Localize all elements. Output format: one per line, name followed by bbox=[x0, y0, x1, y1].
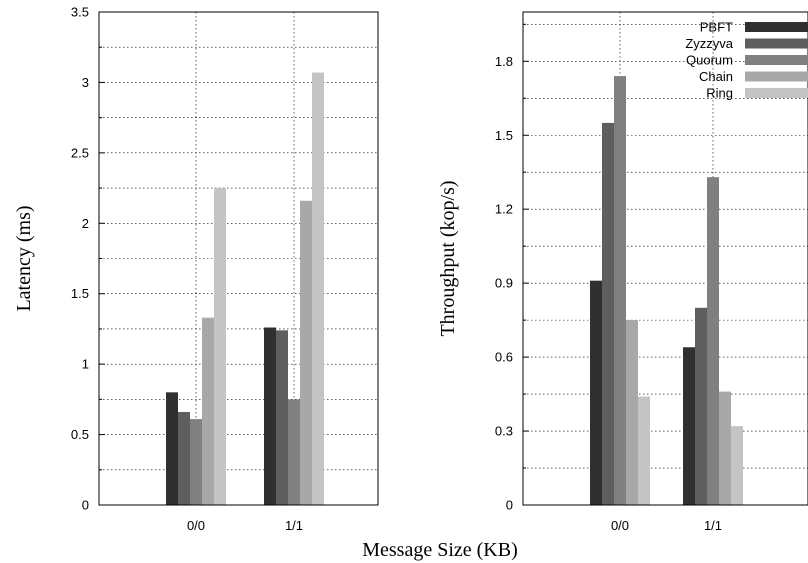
x-tick-label: 0/0 bbox=[187, 518, 205, 533]
bar-zyzzyva-1 bbox=[695, 307, 707, 505]
x-axis-title: Message Size (KB) bbox=[362, 539, 518, 561]
y-tick-label: 1.2 bbox=[495, 202, 513, 217]
bar-chain-1 bbox=[300, 200, 312, 505]
x-tick-label: 1/1 bbox=[704, 518, 722, 533]
y-tick-label: 0.5 bbox=[71, 427, 89, 442]
plot-frame bbox=[522, 11, 808, 506]
bar-quorum-0 bbox=[614, 76, 626, 505]
plot-frame bbox=[98, 11, 379, 506]
y-tick-label: 1.5 bbox=[71, 286, 89, 301]
bar-ring-1 bbox=[731, 426, 743, 505]
y-tick-label: 3 bbox=[82, 75, 89, 90]
y-axis-title: Throughput (kop/s) bbox=[437, 180, 459, 336]
legend-label-pbft: PBFT bbox=[700, 20, 733, 35]
legend-label-zyzzyva: Zyzzyva bbox=[685, 36, 733, 51]
bar-zyzzyva-0 bbox=[602, 122, 614, 506]
y-tick-label: 1 bbox=[82, 357, 89, 372]
bar-quorum-1 bbox=[707, 177, 719, 505]
bar-zyzzyva-0 bbox=[178, 412, 190, 505]
y-tick-label: 2 bbox=[82, 216, 89, 231]
y-tick-label: 0 bbox=[82, 498, 89, 513]
latency-chart: 0 0.5 1 1.5 2 2.5 3 3.5 0/0 1/1 Latency (ms) bbox=[13, 5, 379, 533]
bar-zyzzyva-1 bbox=[276, 330, 288, 505]
bar-ring-1 bbox=[312, 72, 324, 505]
y-tick-label: 3.5 bbox=[71, 5, 89, 20]
bar-pbft-0 bbox=[166, 392, 178, 505]
legend-swatch-zyzzyva bbox=[745, 38, 808, 49]
y-tick-label: 0.3 bbox=[495, 424, 513, 439]
y-tick-label: 0 bbox=[506, 498, 513, 513]
y-tick-label: 1.5 bbox=[495, 128, 513, 143]
bar-pbft-1 bbox=[264, 327, 276, 505]
bar-ring-0 bbox=[638, 396, 650, 505]
y-axis-title: Latency (ms) bbox=[13, 205, 35, 311]
bar-quorum-1 bbox=[288, 399, 300, 505]
y-tick-label: 2.5 bbox=[71, 145, 89, 160]
legend-label-chain: Chain bbox=[699, 69, 733, 84]
bar-pbft-0 bbox=[590, 280, 602, 505]
y-tick-label: 1.8 bbox=[495, 54, 513, 69]
legend-swatch-chain bbox=[745, 71, 808, 82]
x-tick-label: 1/1 bbox=[285, 518, 303, 533]
legend-label-ring: Ring bbox=[706, 86, 733, 101]
bar-quorum-0 bbox=[190, 419, 202, 505]
legend-swatch-quorum bbox=[745, 55, 808, 65]
x-tick-label: 0/0 bbox=[611, 518, 629, 533]
legend-swatch-ring bbox=[745, 88, 808, 98]
bar-chain-1 bbox=[719, 391, 731, 505]
bar-chain-0 bbox=[626, 320, 638, 505]
y-tick-label: 0.6 bbox=[495, 350, 513, 365]
bar-ring-0 bbox=[214, 188, 226, 506]
throughput-chart: 0 0.3 0.6 0.9 1.2 1.5 1.8 0/0 1/1 Throughput (kop… bbox=[437, 11, 808, 533]
y-tick-label: 0.9 bbox=[495, 276, 513, 291]
bar-chain-0 bbox=[202, 317, 214, 505]
legend-swatch-pbft bbox=[745, 22, 808, 32]
legend-label-quorum: Quorum bbox=[686, 53, 733, 68]
bar-pbft-1 bbox=[683, 347, 695, 505]
